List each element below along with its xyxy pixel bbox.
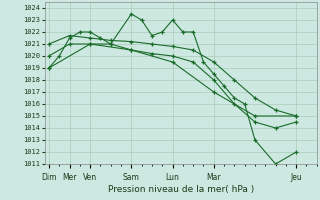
X-axis label: Pression niveau de la mer( hPa ): Pression niveau de la mer( hPa ) [108, 185, 254, 194]
